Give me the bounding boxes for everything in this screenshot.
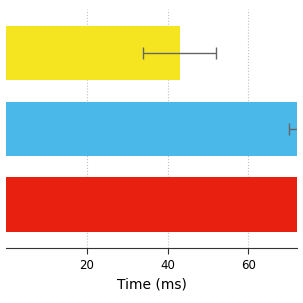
X-axis label: Time (ms): Time (ms) [117,278,186,291]
Bar [6,102,297,156]
Bar [6,177,297,232]
Bar [6,26,180,80]
